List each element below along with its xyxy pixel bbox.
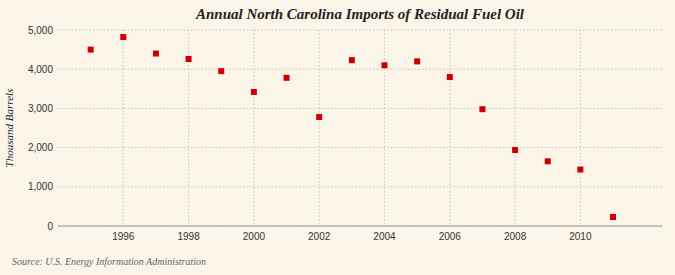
x-tick-label: 2006 <box>439 231 462 242</box>
y-tick-label: 1,000 <box>28 181 53 192</box>
grid-line <box>58 147 662 148</box>
x-tick-label: 2002 <box>308 231 331 242</box>
x-tick-label: 2000 <box>243 231 266 242</box>
grid-line <box>58 186 662 187</box>
grid-line <box>319 30 320 226</box>
point <box>186 56 192 62</box>
grid-line <box>58 69 662 70</box>
point <box>381 62 387 68</box>
point <box>153 51 159 57</box>
grid-line <box>580 30 581 226</box>
point <box>512 147 518 153</box>
axes: 0 1,000 2,000 3,000 4,000 5,000 1996 1998 2000 20… <box>28 25 662 243</box>
x-tick-label: 2008 <box>504 231 527 242</box>
point <box>577 167 583 173</box>
point <box>284 75 290 81</box>
point <box>218 68 224 74</box>
point <box>414 58 420 64</box>
x-tick-label: 1996 <box>112 231 135 242</box>
y-tick-label: 0 <box>47 221 53 232</box>
grid-line <box>449 30 450 226</box>
y-tick-label: 3,000 <box>28 103 53 114</box>
y-axis-label: Thousand Barrels <box>3 89 15 168</box>
grid-line <box>58 108 662 109</box>
x-tick-label: 2010 <box>569 231 592 242</box>
y-tick-label: 5,000 <box>28 25 53 36</box>
point <box>349 57 355 63</box>
point <box>610 214 616 220</box>
grid-line <box>123 30 124 226</box>
points <box>88 34 616 220</box>
background <box>0 0 675 275</box>
source: Source: U.S. Energy Information Administ… <box>12 256 206 267</box>
title: Annual North Carolina Imports of Residua… <box>195 6 525 22</box>
grid-line <box>253 30 254 226</box>
grid <box>58 30 662 226</box>
point <box>120 34 126 40</box>
grid-line <box>58 30 662 31</box>
point <box>479 106 485 112</box>
x-axis-line <box>58 226 662 227</box>
y-tick-label: 2,000 <box>28 142 53 153</box>
x-tick-label: 2004 <box>373 231 396 242</box>
point <box>88 47 94 53</box>
chart: 0 1,000 2,000 3,000 4,000 5,000 1996 1998 2000 20… <box>0 0 675 275</box>
point <box>251 89 257 95</box>
point <box>545 158 551 164</box>
x-tick-label: 1998 <box>177 231 200 242</box>
grid-line <box>515 30 516 226</box>
grid-line <box>58 226 662 227</box>
grid-line <box>384 30 385 226</box>
point <box>316 114 322 120</box>
y-tick-label: 4,000 <box>28 64 53 75</box>
point <box>447 74 453 80</box>
